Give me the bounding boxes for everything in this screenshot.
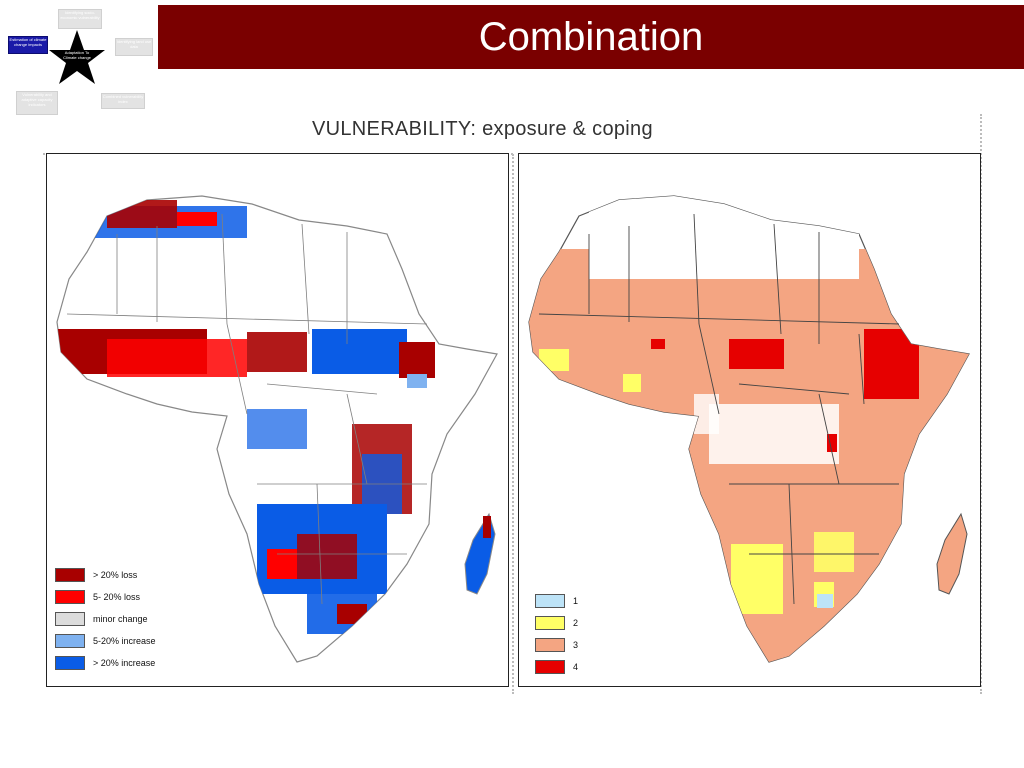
diagram-box-socio: Identifying socio-economic vulnerability xyxy=(58,9,102,29)
diagram-box-combined: Combined vulnerability index xyxy=(101,93,145,109)
legend-label: 1 xyxy=(573,596,579,606)
legend-item: > 20% loss xyxy=(55,564,156,586)
legend-item: minor change xyxy=(55,608,156,630)
impact-legend: > 20% loss 5- 20% loss minor change 5-20… xyxy=(55,564,156,674)
legend-swatch xyxy=(535,660,565,674)
vulnerability-map-panel: 1 2 3 4 xyxy=(518,153,981,687)
figure-separator xyxy=(512,154,514,694)
legend-swatch xyxy=(55,568,85,582)
vulnerability-legend: 1 2 3 4 xyxy=(535,590,578,678)
slide-title: Combination xyxy=(478,15,704,59)
figure-separator xyxy=(980,114,982,694)
diagram-box-impacts: Estimation of climate change impacts xyxy=(8,36,48,54)
legend-item: 1 xyxy=(535,590,578,612)
legend-label: 5- 20% loss xyxy=(93,592,141,602)
legend-item: 2 xyxy=(535,612,578,634)
legend-swatch xyxy=(55,590,85,604)
vulnerability-figure: VULNERABILITY: exposure & coping xyxy=(40,114,984,694)
legend-label: 5-20% increase xyxy=(93,636,156,646)
legend-swatch xyxy=(535,638,565,652)
diagram-box-landuse: Identifying land use data xyxy=(115,38,153,56)
legend-label: > 20% increase xyxy=(93,658,156,668)
legend-swatch xyxy=(535,594,565,608)
legend-swatch xyxy=(55,656,85,670)
title-bar: Combination xyxy=(158,5,1024,69)
legend-item: 5-20% increase xyxy=(55,630,156,652)
legend-label: 4 xyxy=(573,662,579,672)
figure-title: VULNERABILITY: exposure & coping xyxy=(312,118,653,140)
diagram-center-label: Adaptation To Climate change xyxy=(63,50,91,60)
legend-swatch xyxy=(55,612,85,626)
legend-item: > 20% increase xyxy=(55,652,156,674)
legend-label: 3 xyxy=(573,640,579,650)
legend-item: 4 xyxy=(535,656,578,678)
process-diagram: Adaptation To Climate change Estimation … xyxy=(0,0,160,118)
legend-item: 3 xyxy=(535,634,578,656)
legend-label: > 20% loss xyxy=(93,570,138,580)
legend-swatch xyxy=(535,616,565,630)
impact-map-panel: > 20% loss 5- 20% loss minor change 5-20… xyxy=(46,153,509,687)
legend-label: 2 xyxy=(573,618,579,628)
legend-swatch xyxy=(55,634,85,648)
legend-label: minor change xyxy=(93,614,148,624)
legend-item: 5- 20% loss xyxy=(55,586,156,608)
star-icon xyxy=(49,30,105,84)
diagram-box-indicators: Vulnerability and adaptive capacity indi… xyxy=(16,91,58,115)
impact-map xyxy=(56,195,498,663)
vulnerability-map xyxy=(528,195,970,663)
